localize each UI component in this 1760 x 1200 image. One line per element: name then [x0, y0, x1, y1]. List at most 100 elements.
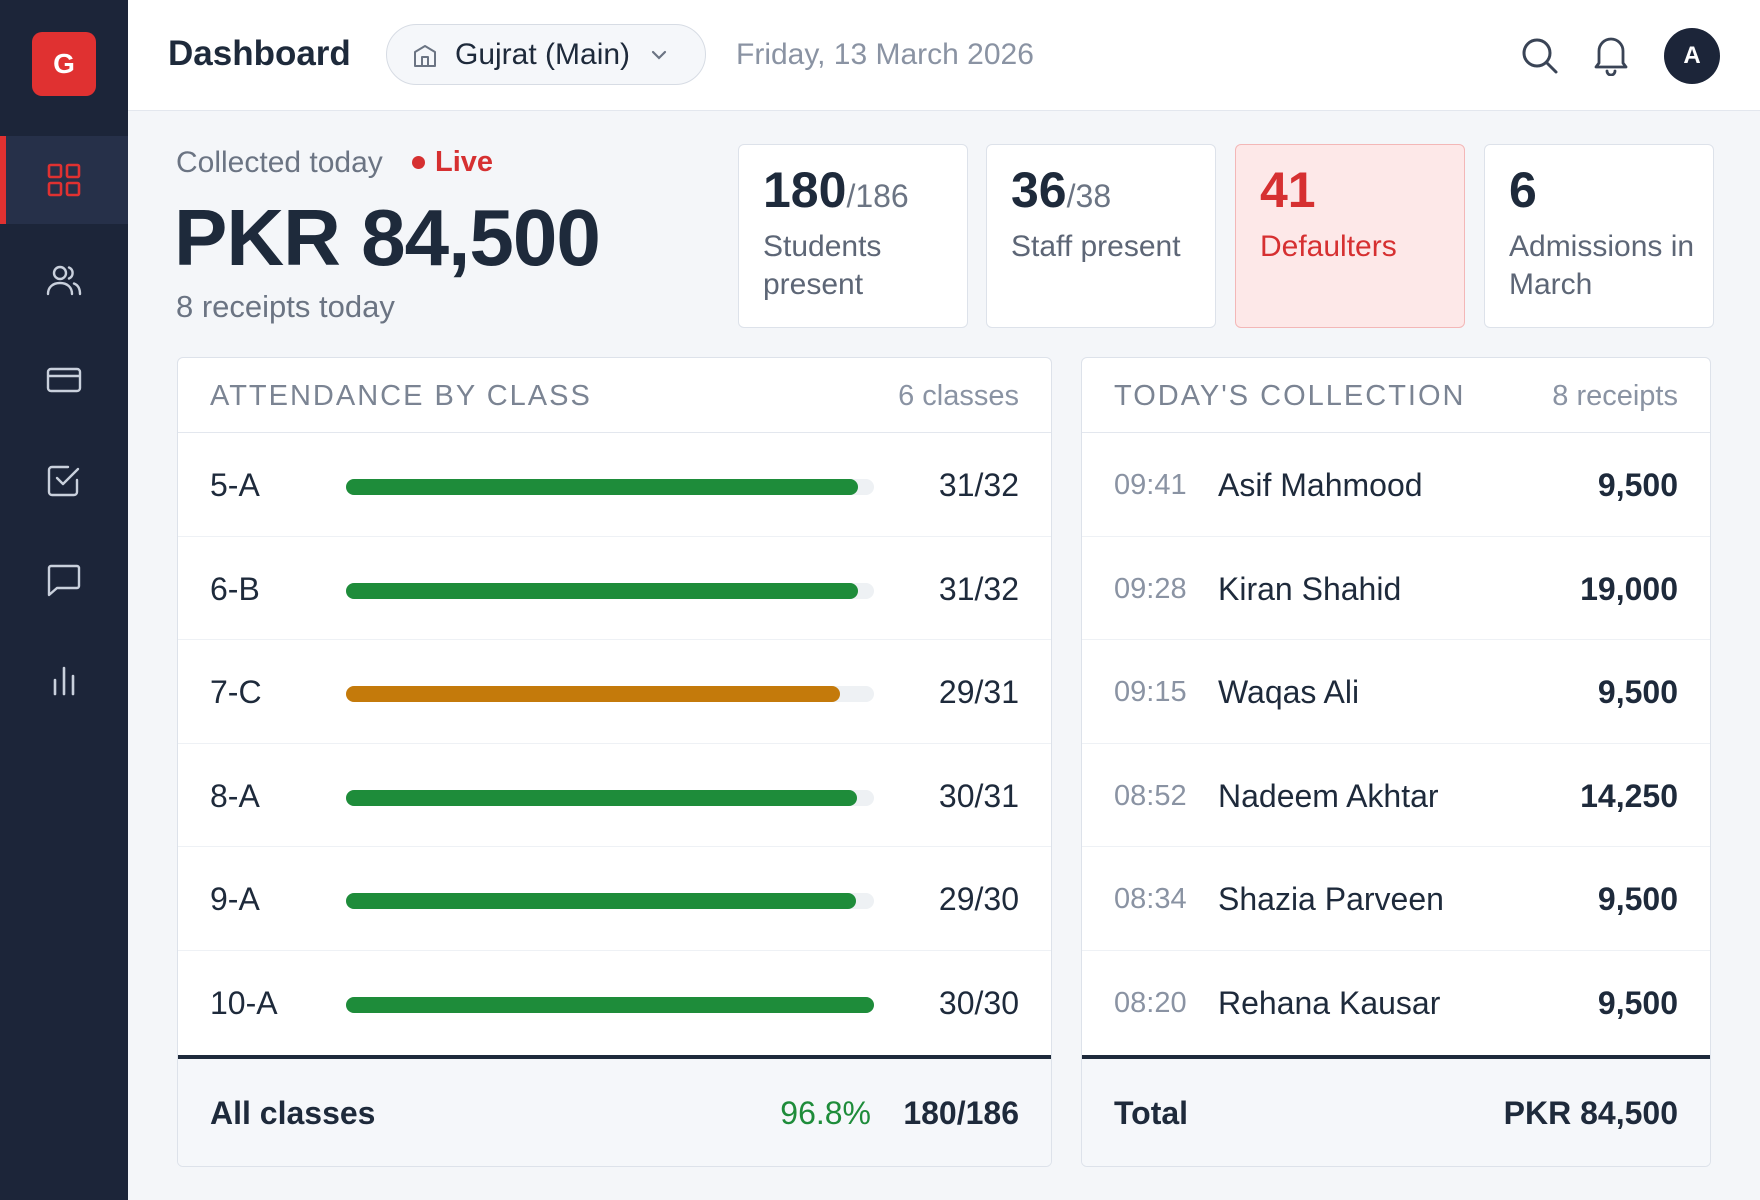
attendance-panel: ATTENDANCE BY CLASS 6 classes 5-A 31/32 6-… — [177, 357, 1052, 1167]
footer-percent: 96.8% — [780, 1095, 871, 1131]
receipt-time: 08:34 — [1114, 883, 1187, 915]
panel-count: 6 classes — [898, 380, 1019, 412]
attendance-fraction: 31/32 — [938, 467, 1019, 503]
nav-dashboard[interactable] — [0, 136, 128, 224]
payer-name: Waqas Ali — [1218, 674, 1360, 710]
attendance-bar-fill — [346, 479, 858, 495]
footer-label: All classes — [210, 1095, 376, 1131]
attendance-bar — [346, 996, 874, 1013]
attendance-bar-fill — [346, 789, 857, 806]
stat-total: /186 — [846, 178, 909, 214]
current-date: Friday, 13 March 2026 — [736, 38, 1034, 71]
app-logo[interactable]: G — [32, 32, 96, 96]
stat-label: Staff present — [1011, 230, 1181, 263]
panel-count: 8 receipts — [1552, 380, 1678, 412]
receipt-amount: 9,500 — [1597, 984, 1678, 1021]
chat-icon — [47, 564, 81, 597]
attendance-row[interactable]: 7-C 29/31 — [178, 640, 1051, 744]
nav-reports[interactable] — [0, 636, 128, 724]
stat-admissions[interactable]: 6 Admissions in March — [1484, 144, 1714, 328]
chevron-down-icon — [651, 50, 667, 60]
branch-selector[interactable]: Gujrat (Main) — [386, 24, 706, 85]
stat-staff[interactable]: 36/38 Staff present — [986, 144, 1216, 328]
attendance-bar-fill — [346, 893, 857, 909]
panel-title: TODAY'S COLLECTION — [1114, 380, 1466, 412]
attendance-bar — [346, 893, 874, 909]
grid-icon — [47, 163, 81, 197]
collected-amount: PKR 84,500 — [174, 193, 601, 282]
attendance-fraction: 30/30 — [938, 984, 1019, 1021]
attendance-footer: All classes 96.8% 180/186 — [178, 1055, 1051, 1166]
bell-icon[interactable] — [1590, 32, 1632, 76]
stat-value: 36 — [1011, 162, 1067, 218]
footer-total: 180/186 — [903, 1095, 1019, 1131]
attendance-fraction: 31/32 — [938, 570, 1019, 607]
payer-name: Kiran Shahid — [1218, 570, 1402, 607]
users-icon — [46, 265, 82, 296]
receipt-row[interactable]: 08:52 Nadeem Akhtar 14,250 — [1082, 744, 1710, 847]
class-name: 6-B — [210, 570, 260, 607]
stat-label: Admissions in March — [1509, 230, 1695, 301]
attendance-bar — [346, 479, 874, 495]
payer-name: Asif Mahmood — [1218, 467, 1423, 503]
receipt-amount: 9,500 — [1597, 467, 1678, 503]
nav-attendance[interactable] — [0, 436, 128, 524]
attendance-row[interactable]: 8-A 30/31 — [178, 744, 1051, 847]
attendance-bar — [346, 789, 874, 806]
attendance-list: 5-A 31/32 6-B 31/32 7-C 29/31 8-A 30/31 9-A 29/30… — [178, 433, 1051, 1054]
stat-label: Defaulters — [1260, 230, 1397, 263]
attendance-row[interactable]: 6-B 31/32 — [178, 537, 1051, 640]
live-dot-icon — [412, 156, 425, 169]
collected-label: Collected today — [176, 146, 383, 179]
attendance-bar-fill — [346, 686, 840, 702]
stat-students[interactable]: 180/186 Students present — [738, 144, 968, 328]
checkbox-icon — [47, 465, 80, 497]
receipt-amount: 19,000 — [1580, 570, 1678, 607]
attendance-bar — [346, 582, 874, 599]
class-name: 7-C — [210, 674, 262, 710]
receipt-amount: 14,250 — [1580, 777, 1678, 814]
receipt-row[interactable]: 08:34 Shazia Parveen 9,500 — [1082, 847, 1710, 951]
receipt-time: 08:52 — [1114, 779, 1187, 812]
search-icon[interactable] — [1518, 34, 1560, 76]
receipt-row[interactable]: 09:15 Waqas Ali 9,500 — [1082, 640, 1710, 744]
nav-messages[interactable] — [0, 536, 128, 624]
branch-label: Gujrat (Main) — [455, 37, 631, 71]
stat-total: /38 — [1066, 178, 1112, 214]
payer-name: Rehana Kausar — [1218, 984, 1441, 1021]
attendance-bar-fill — [346, 582, 858, 599]
receipts-today: 8 receipts today — [176, 289, 395, 324]
live-label: Live — [435, 146, 494, 178]
class-name: 9-A — [210, 881, 260, 917]
class-name: 5-A — [210, 467, 260, 503]
attendance-fraction: 29/31 — [938, 674, 1019, 710]
attendance-fraction: 30/31 — [938, 777, 1019, 814]
bar-chart-icon — [53, 666, 75, 696]
receipt-row[interactable]: 09:41 Asif Mahmood 9,500 — [1082, 433, 1710, 537]
building-icon — [414, 44, 436, 67]
user-avatar[interactable]: A — [1664, 28, 1720, 84]
attendance-row[interactable]: 5-A 31/32 — [178, 433, 1051, 537]
attendance-bar-fill — [346, 996, 874, 1013]
stat-value: 41 — [1260, 162, 1316, 218]
attendance-row[interactable]: 9-A 29/30 — [178, 847, 1051, 951]
stat-defaulters[interactable]: 41 Defaulters — [1235, 144, 1465, 328]
page-title: Dashboard — [168, 34, 351, 73]
class-name: 8-A — [210, 777, 260, 814]
attendance-row[interactable]: 10-A 30/30 — [178, 951, 1051, 1055]
nav-students[interactable] — [0, 236, 128, 324]
attendance-bar — [346, 686, 874, 702]
receipt-amount: 9,500 — [1597, 674, 1678, 710]
collection-panel: TODAY'S COLLECTION 8 receipts 09:41 Asif … — [1081, 357, 1711, 1167]
stat-label: Students present — [763, 230, 882, 301]
receipt-amount: 9,500 — [1597, 881, 1678, 917]
attendance-fraction: 29/30 — [938, 881, 1019, 917]
payer-name: Nadeem Akhtar — [1218, 777, 1439, 814]
receipt-time: 09:28 — [1114, 572, 1187, 605]
footer-total: PKR 84,500 — [1503, 1095, 1678, 1131]
panel-title: ATTENDANCE BY CLASS — [210, 380, 592, 412]
receipt-row[interactable]: 09:28 Kiran Shahid 19,000 — [1082, 537, 1710, 640]
collection-header: TODAY'S COLLECTION 8 receipts — [1082, 358, 1710, 433]
nav-fees[interactable] — [0, 336, 128, 424]
receipt-row[interactable]: 08:20 Rehana Kausar 9,500 — [1082, 951, 1710, 1055]
